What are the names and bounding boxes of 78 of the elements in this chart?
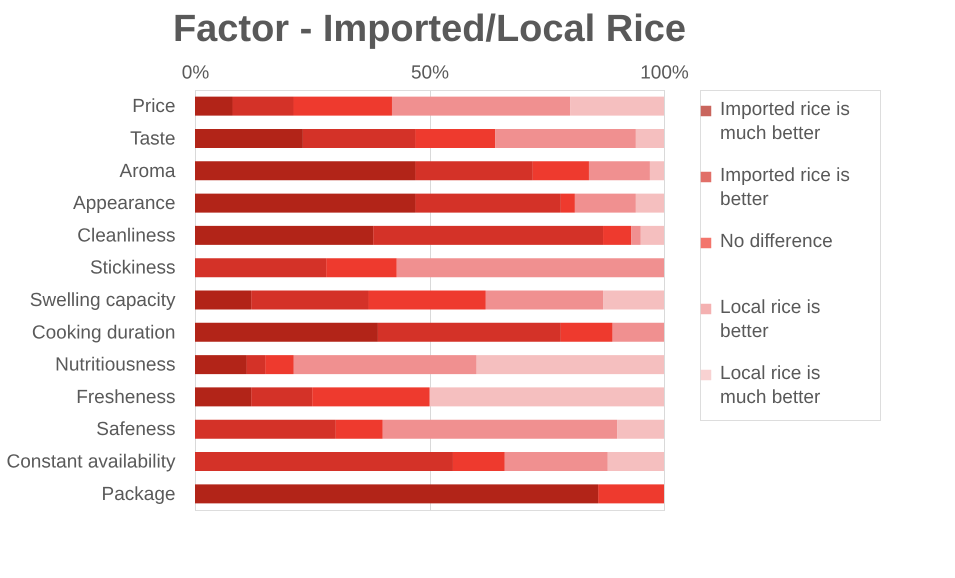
y-tick-label: Stickiness bbox=[90, 258, 176, 279]
y-tick-label: Package bbox=[102, 484, 176, 505]
x-tick-label: 50% bbox=[410, 62, 450, 84]
bar bbox=[476, 355, 664, 374]
y-tick-label: Fresheness bbox=[76, 386, 176, 408]
bar bbox=[232, 96, 294, 116]
bar bbox=[312, 387, 430, 406]
bar bbox=[293, 96, 392, 116]
y-tick-label: Nutritiousness bbox=[55, 354, 176, 376]
legend-label: Local rice is much better bbox=[720, 363, 821, 408]
bar bbox=[392, 96, 570, 116]
bar bbox=[603, 226, 632, 245]
bar bbox=[504, 452, 608, 472]
bar bbox=[608, 452, 664, 472]
bar bbox=[617, 420, 664, 439]
y-tick-label: Taste bbox=[130, 128, 176, 150]
y-tick-label: Aroma bbox=[120, 160, 176, 182]
bar bbox=[195, 387, 252, 406]
bar bbox=[415, 128, 496, 148]
bar bbox=[612, 322, 664, 342]
bar bbox=[195, 290, 252, 310]
bar bbox=[336, 420, 383, 439]
bar bbox=[636, 128, 664, 148]
bar bbox=[195, 161, 416, 180]
bar bbox=[195, 452, 453, 472]
bar bbox=[368, 290, 486, 310]
bar bbox=[486, 290, 604, 310]
bar bbox=[560, 322, 612, 342]
legend-label: Imported rice is much better bbox=[720, 99, 850, 144]
bar bbox=[598, 484, 664, 504]
x-tick-label: 100% bbox=[640, 62, 689, 84]
bar bbox=[293, 355, 476, 374]
bar bbox=[603, 290, 664, 310]
bar bbox=[452, 452, 505, 472]
bar bbox=[532, 161, 589, 180]
y-tick-label: Cleanliness bbox=[77, 225, 176, 246]
bar bbox=[640, 226, 664, 245]
bar bbox=[195, 484, 598, 504]
bar bbox=[326, 258, 397, 278]
bar bbox=[195, 96, 233, 116]
bar bbox=[631, 226, 641, 245]
bar bbox=[265, 355, 294, 374]
bar bbox=[378, 322, 561, 342]
bar bbox=[195, 128, 303, 148]
bar bbox=[382, 420, 618, 439]
bar bbox=[430, 387, 664, 406]
y-tick-label: Swelling capacity bbox=[30, 290, 176, 311]
bar bbox=[251, 387, 312, 406]
bar bbox=[396, 258, 664, 278]
legend-label: No difference bbox=[720, 231, 833, 252]
legend-label: Local rice is better bbox=[720, 297, 820, 342]
bar bbox=[195, 194, 416, 213]
bar bbox=[195, 355, 247, 374]
bar bbox=[588, 161, 650, 180]
bar bbox=[195, 420, 336, 439]
bar bbox=[302, 128, 416, 148]
y-tick-label: Cooking duration bbox=[32, 322, 176, 344]
bar bbox=[246, 355, 266, 374]
x-tick-label: 0% bbox=[182, 62, 210, 84]
legend-label: Imported rice is better bbox=[720, 165, 850, 210]
bar bbox=[570, 96, 664, 116]
y-tick-label: Price bbox=[132, 96, 176, 118]
bar bbox=[636, 194, 664, 213]
y-tick-label: Appearance bbox=[73, 193, 176, 214]
chart-title: Factor - Imported/Local Rice bbox=[172, 8, 686, 50]
bar bbox=[195, 322, 378, 342]
bar bbox=[650, 161, 664, 180]
bar bbox=[195, 226, 374, 245]
bar bbox=[251, 290, 369, 310]
bar bbox=[415, 194, 561, 213]
bar bbox=[373, 226, 604, 245]
bar bbox=[415, 161, 533, 180]
bar bbox=[560, 194, 575, 213]
y-tick-label: Constant availability bbox=[6, 452, 176, 473]
bar bbox=[195, 258, 326, 278]
y-tick-label: Safeness bbox=[96, 419, 176, 440]
bar bbox=[495, 128, 636, 148]
bar bbox=[574, 194, 636, 213]
